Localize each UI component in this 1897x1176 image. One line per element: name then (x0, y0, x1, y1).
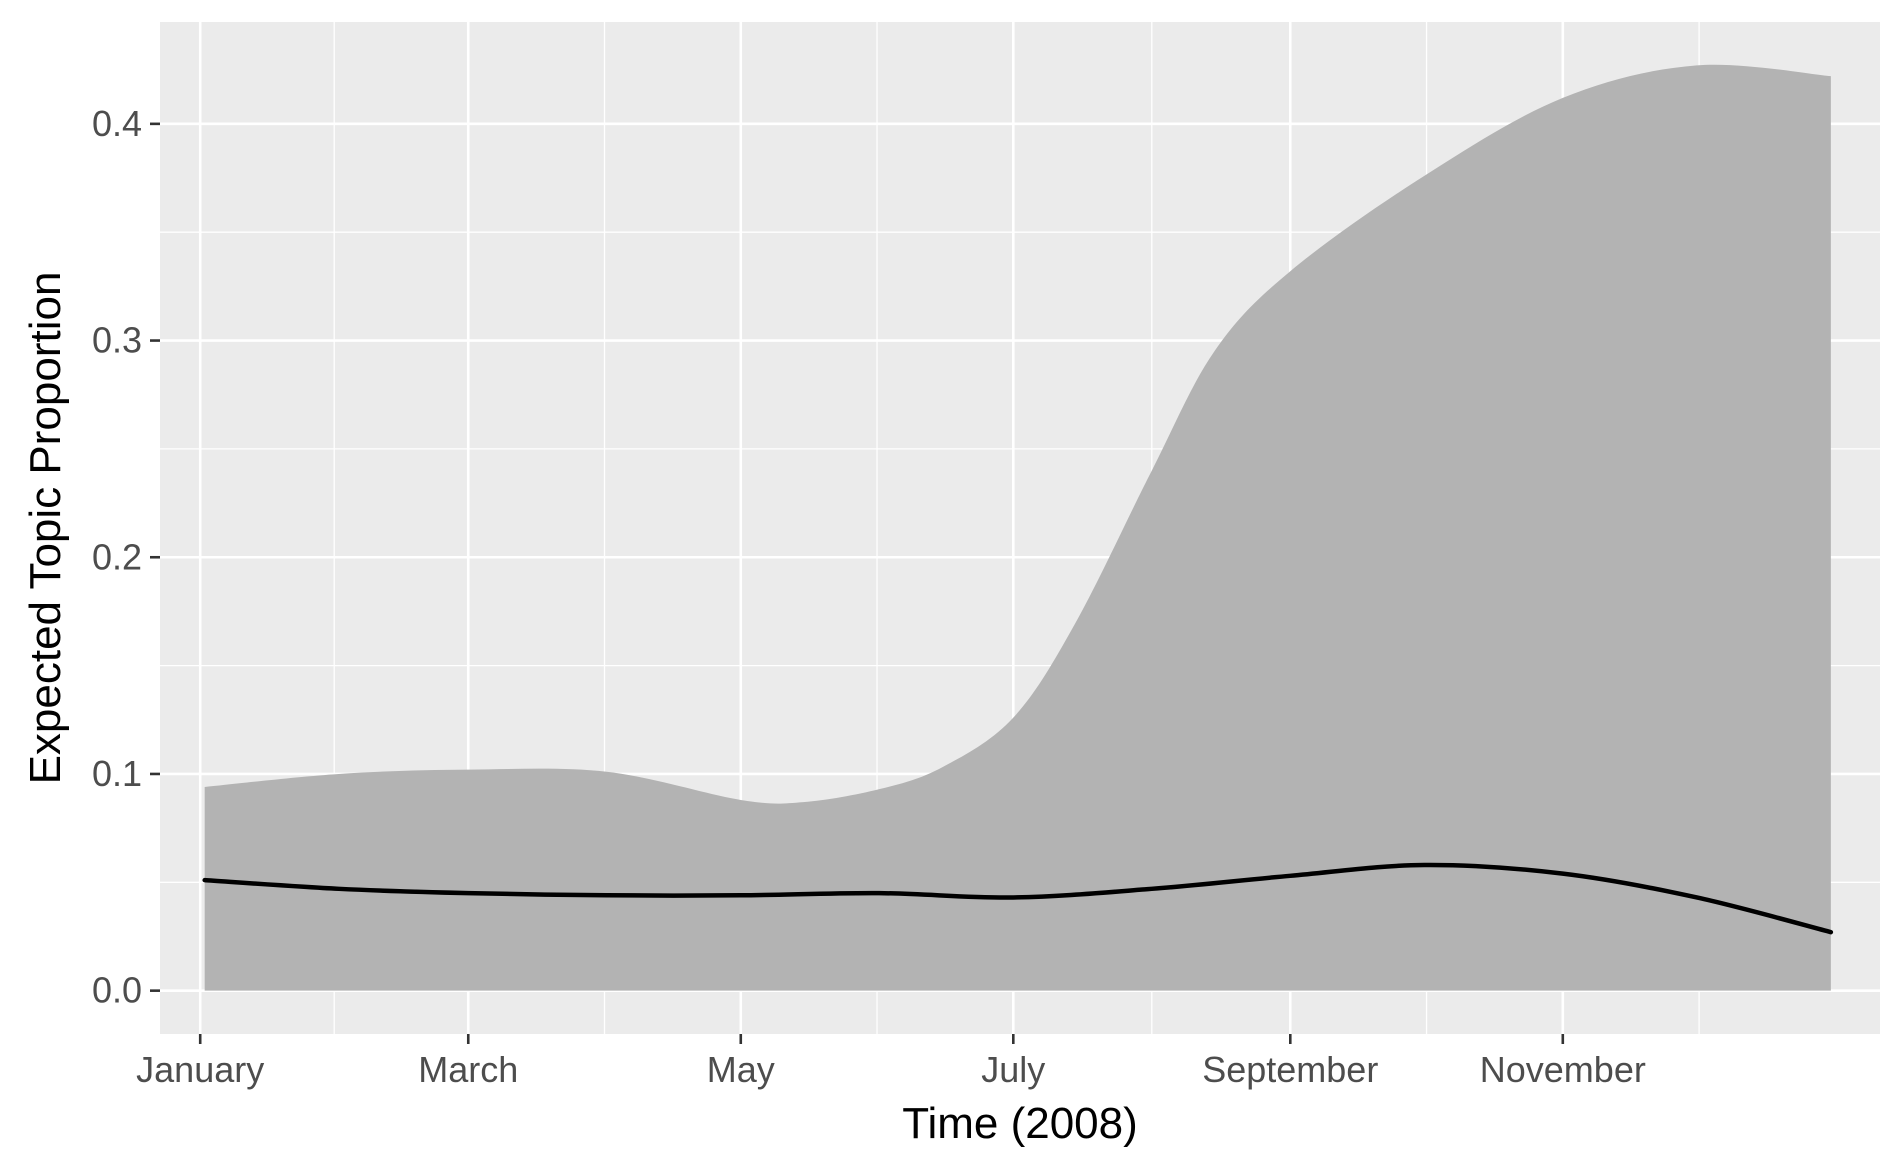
x-axis: January March May July September November (136, 1034, 1646, 1090)
x-tick-label: November (1480, 1049, 1646, 1090)
y-tick-label: 0.3 (92, 320, 142, 361)
y-tick-label: 0.1 (92, 753, 142, 794)
confidence-ribbon-layer (204, 64, 1831, 991)
x-tick-label: July (981, 1049, 1045, 1090)
x-tick-label: September (1202, 1049, 1378, 1090)
expected-proportion-line (202, 862, 1834, 935)
x-tick-label: March (418, 1049, 518, 1090)
y-axis: 0.0 0.1 0.2 0.3 0.4 (92, 103, 160, 1011)
y-axis-title: Expected Topic Proportion (21, 272, 70, 785)
y-tick-label: 0.2 (92, 536, 142, 577)
x-tick-label: May (707, 1049, 775, 1090)
x-axis-title: Time (2008) (902, 1099, 1138, 1148)
estimate-line-layer (202, 862, 1834, 935)
y-tick-label: 0.0 (92, 970, 142, 1011)
confidence-ribbon (204, 64, 1831, 991)
x-tick-label: January (136, 1049, 264, 1090)
y-tick-label: 0.4 (92, 103, 142, 144)
